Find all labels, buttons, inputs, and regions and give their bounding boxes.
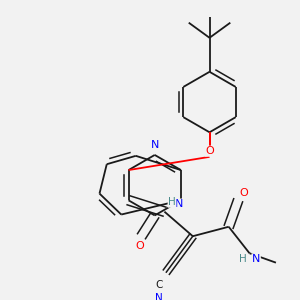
Text: N: N bbox=[175, 199, 183, 209]
Text: O: O bbox=[239, 188, 248, 198]
Text: O: O bbox=[205, 146, 214, 156]
Text: C: C bbox=[155, 280, 163, 290]
Text: O: O bbox=[135, 241, 144, 251]
Text: N: N bbox=[252, 254, 260, 264]
Text: H: H bbox=[168, 197, 176, 207]
Text: N: N bbox=[151, 140, 159, 150]
Text: N: N bbox=[155, 292, 163, 300]
Text: H: H bbox=[239, 254, 247, 264]
